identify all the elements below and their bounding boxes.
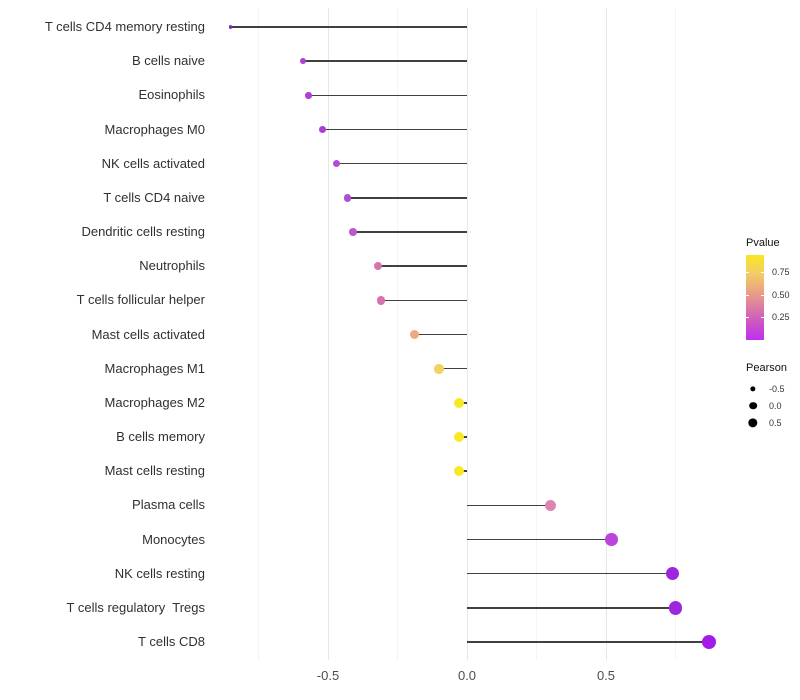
lollipop-dot	[544, 499, 557, 512]
category-label: Monocytes	[142, 531, 205, 547]
pvalue-colorbar-tick	[761, 317, 764, 319]
lollipop-stem	[467, 504, 551, 507]
pearson-legend-dot-box	[746, 416, 760, 430]
x-tick-label: -0.5	[316, 668, 340, 683]
lollipop-stem	[322, 128, 467, 131]
gridline-minor	[258, 8, 259, 660]
pvalue-tick-label: 0.50	[772, 289, 790, 300]
lollipop-dot	[453, 397, 464, 408]
gridline-minor	[397, 8, 398, 660]
lollipop-dot	[434, 363, 444, 374]
category-label: Dendritic cells resting	[81, 224, 205, 240]
pearson-legend-label: 0.5	[769, 417, 782, 428]
lollipop-stem	[467, 641, 709, 643]
category-label: Macrophages M0	[104, 121, 205, 137]
lollipop-dot	[376, 296, 385, 305]
lollipop-stem	[439, 367, 467, 370]
pvalue-colorbar-tick	[746, 317, 749, 319]
category-label: T cells regulatory Tregs	[66, 599, 205, 615]
lollipop-dot	[349, 228, 357, 236]
category-label: NK cells resting	[114, 565, 205, 581]
lollipop-stem	[380, 299, 467, 302]
x-tick-label: 0.0	[457, 668, 477, 683]
pearson-legend-dot	[748, 417, 758, 428]
gridline-major	[605, 8, 607, 660]
pearson-legend-item: 0.0	[746, 397, 787, 414]
category-label: B cells naive	[132, 53, 205, 69]
category-label: Macrophages M2	[104, 394, 205, 410]
gridline-minor	[536, 8, 537, 660]
lollipop-dot	[299, 57, 307, 65]
pvalue-colorbar-tick	[761, 294, 764, 296]
lollipop-stem	[347, 197, 467, 199]
pvalue-colorbar-tick	[746, 294, 749, 296]
pearson-legend-label: -0.5	[769, 383, 785, 394]
category-label: Macrophages M1	[104, 360, 205, 376]
pearson-legend-dot	[749, 401, 757, 410]
pearson-legend-title: Pearson	[746, 362, 787, 374]
gridline-minor	[675, 8, 676, 660]
pearson-legend: Pearson -0.5 0.0 0.5	[746, 362, 787, 431]
lollipop-dot	[332, 160, 340, 168]
lollipop-dot	[453, 466, 464, 477]
lollipop-stem	[414, 333, 467, 336]
lollipop-dot	[701, 635, 716, 650]
category-label: T cells follicular helper	[76, 292, 205, 308]
pvalue-colorbar-tick	[746, 272, 749, 274]
lollipop-dot	[665, 566, 680, 581]
category-label: T cells CD4 memory resting	[44, 19, 205, 34]
pearson-legend-label: 0.0	[769, 400, 782, 411]
pvalue-tick-label: 0.75	[772, 267, 790, 278]
lollipop-stem	[378, 265, 467, 267]
category-label: Neutrophils	[139, 258, 205, 274]
lollipop-dot	[605, 533, 618, 546]
lollipop-dot	[453, 432, 464, 443]
pvalue-colorbar-gradient	[746, 255, 764, 340]
pearson-legend-dot	[750, 385, 756, 392]
pvalue-legend-title: Pvalue	[746, 237, 780, 249]
gridline-major	[466, 8, 468, 660]
lollipop-stem	[336, 162, 467, 165]
lollipop-dot	[409, 329, 419, 340]
pvalue-tick-label: 0.25	[772, 312, 790, 323]
category-label: Eosinophils	[138, 87, 206, 103]
category-label: B cells memory	[116, 429, 205, 445]
category-label: Plasma cells	[132, 497, 205, 513]
gridline-major	[327, 8, 329, 660]
pvalue-legend: Pvalue 0.75 0.50 0.25	[746, 237, 790, 340]
x-tick-label: 0.5	[596, 668, 616, 683]
pvalue-colorbar-tick	[761, 272, 764, 274]
category-label: T cells CD4 naive	[103, 189, 205, 205]
lollipop-stem	[467, 572, 673, 575]
pearson-legend-dot-box	[746, 382, 760, 396]
lollipop-stem	[467, 538, 612, 541]
lollipop-stem	[302, 60, 467, 62]
category-label: Mast cells resting	[104, 463, 205, 479]
lollipop-stem	[467, 607, 676, 609]
pearson-legend-items: -0.5 0.0 0.5	[746, 380, 787, 431]
lollipop-dot	[305, 92, 312, 99]
lollipop-dot	[668, 601, 683, 615]
lollipop-dot	[373, 262, 383, 271]
lollipop-stem	[353, 231, 467, 233]
category-label: T cells CD8	[138, 634, 205, 650]
pearson-legend-dot-box	[746, 399, 760, 413]
lollipop-stem	[230, 26, 467, 28]
lollipop-stem	[308, 94, 467, 97]
lollipop-dot	[228, 25, 233, 29]
pearson-legend-item: -0.5	[746, 380, 787, 397]
pearson-legend-item: 0.5	[746, 414, 787, 431]
lollipop-dot	[318, 126, 326, 133]
category-label: Mast cells activated	[91, 326, 205, 342]
pvalue-colorbar: 0.75 0.50 0.25	[746, 255, 790, 340]
category-label: NK cells activated	[101, 155, 205, 171]
lollipop-dot	[343, 194, 352, 202]
